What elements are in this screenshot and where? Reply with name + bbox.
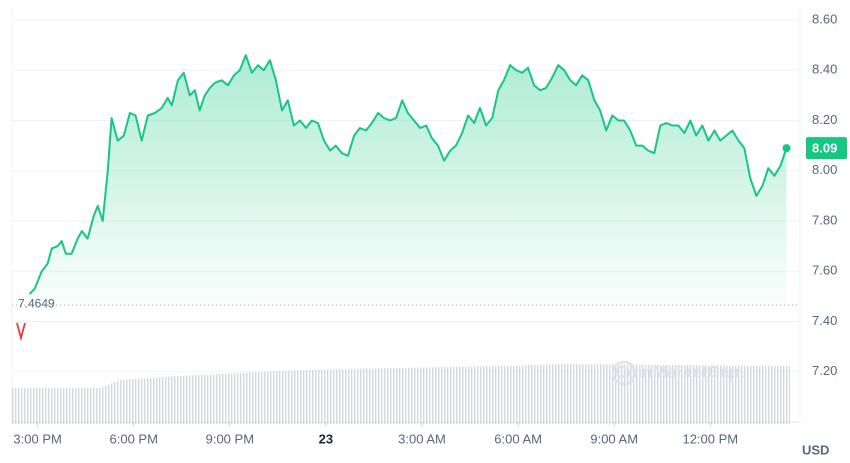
price-area bbox=[29, 55, 787, 306]
watermark-logo bbox=[611, 360, 637, 386]
y-tick-label: 7.80 bbox=[812, 212, 837, 227]
x-tick-label: 3:00 PM bbox=[13, 431, 61, 446]
y-tick-label: 7.20 bbox=[812, 363, 837, 378]
last-price-dot bbox=[782, 144, 791, 153]
last-price-label: 8.09 bbox=[812, 141, 837, 156]
y-tick-label: 8.40 bbox=[812, 62, 837, 77]
x-tick-label: 12:00 PM bbox=[682, 431, 738, 446]
x-tick-label: 6:00 PM bbox=[110, 431, 158, 446]
last-price-box bbox=[806, 137, 847, 160]
reference-marker bbox=[16, 322, 26, 342]
x-tick-label: 9:00 PM bbox=[206, 431, 254, 446]
y-tick-label: 8.60 bbox=[812, 11, 837, 26]
x-tick-label: 6:00 AM bbox=[494, 431, 542, 446]
x-tick-label: 23 bbox=[319, 431, 333, 446]
x-tick-label: 9:00 AM bbox=[590, 431, 638, 446]
y-tick-label: 7.40 bbox=[812, 313, 837, 328]
plot bbox=[28, 54, 791, 306]
y-tick-label: 8.20 bbox=[812, 112, 837, 127]
y-tick-label: 8.00 bbox=[812, 162, 837, 177]
price-line bbox=[28, 54, 788, 295]
watermark: CoinMarketCap bbox=[615, 362, 740, 381]
x-tick-label: 3:00 AM bbox=[398, 431, 446, 446]
reference-label: 7.4649 bbox=[18, 296, 55, 310]
currency-label: USD bbox=[802, 442, 829, 457]
y-tick-label: 7.60 bbox=[812, 263, 837, 278]
volume-bars bbox=[12, 364, 790, 424]
